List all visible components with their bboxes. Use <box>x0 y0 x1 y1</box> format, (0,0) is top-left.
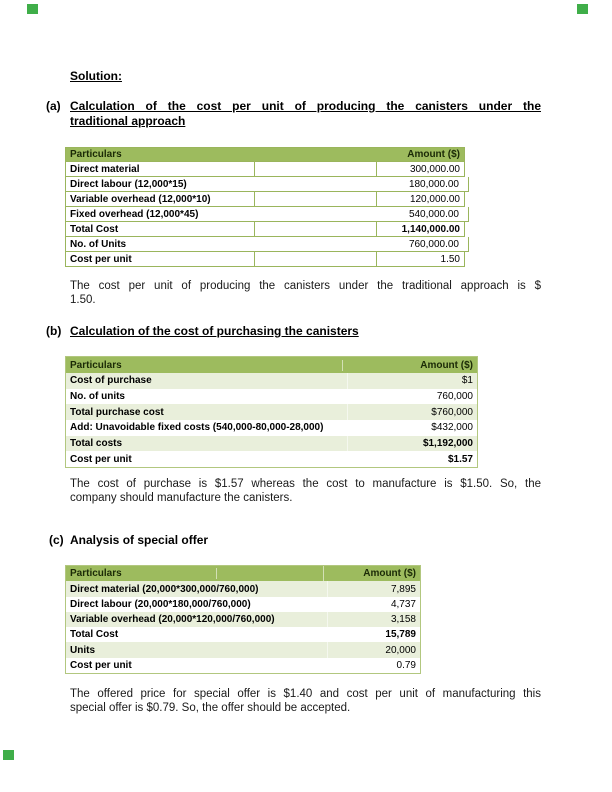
row-amount: $1,192,000 <box>422 437 473 449</box>
row-label: No. of Units <box>70 238 127 250</box>
paragraph-line: The cost of purchase is $1.57 whereas th… <box>70 478 541 490</box>
section-b-title: Calculation of the cost of purchasing th… <box>70 324 359 338</box>
row-amount: 3,158 <box>390 614 416 626</box>
row-amount: 0.79 <box>396 659 416 671</box>
section-a-title-line1: Calculation of the cost per unit of prod… <box>70 99 541 113</box>
section-a-paragraph: The cost per unit of producing the canis… <box>70 279 541 307</box>
row-amount: 760,000 <box>436 390 473 402</box>
row-amount: 15,789 <box>385 629 416 641</box>
row-label: Cost per unit <box>66 657 328 673</box>
row-label: Total purchase cost <box>66 404 348 420</box>
table-b-header-particulars: Particulars <box>66 359 343 371</box>
table-row: No. of Units 760,000.00 <box>65 237 469 252</box>
row-label: Units <box>66 642 328 658</box>
table-row: Variable overhead (12,000*10) 120,000.00 <box>65 192 465 207</box>
table-row: Cost of purchase $1 <box>66 373 477 389</box>
row-label: Total costs <box>66 435 348 452</box>
table-a-header-row: Particulars Amount ($) <box>65 147 465 162</box>
table-row: Cost per unit 0.79 <box>66 657 420 673</box>
table-row: Direct material 300,000.00 <box>65 162 465 177</box>
section-b-index: (b) <box>46 324 62 338</box>
table-row: Variable overhead (20,000*120,000/760,00… <box>66 611 420 628</box>
table-row: Total Cost 15,789 <box>66 627 420 643</box>
row-label: Direct labour (12,000*15) <box>70 178 187 190</box>
section-a-index: (a) <box>46 99 61 113</box>
table-a-header-amount: Amount ($) <box>407 149 460 160</box>
row-spacer-cell <box>255 192 377 206</box>
table-row: Cost per unit $1.57 <box>66 451 477 467</box>
row-amount: 1,140,000.00 <box>401 223 460 235</box>
row-label: Variable overhead (12,000*10) <box>66 192 255 206</box>
table-b-purchase-cost: Particulars Amount ($) Cost of purchase … <box>65 356 478 468</box>
section-c-title: Analysis of special offer <box>70 533 209 547</box>
table-a-header-particulars: Particulars <box>70 149 122 160</box>
row-amount: 120,000.00 <box>409 193 460 205</box>
table-row: Direct labour (20,000*180,000/760,000) 4… <box>66 596 420 612</box>
corner-marker-top-left <box>27 4 38 14</box>
table-row: Units 20,000 <box>66 642 420 658</box>
row-amount: $432,000 <box>431 422 473 434</box>
row-amount: 20,000 <box>385 644 416 656</box>
row-amount: 760,000.00 <box>408 238 459 250</box>
row-label: Cost per unit <box>66 252 255 266</box>
table-b-header-amount: Amount ($) <box>420 359 473 371</box>
table-row: Direct material (20,000*300,000/760,000)… <box>66 581 420 597</box>
corner-marker-top-right <box>577 4 588 14</box>
table-row: Total costs $1,192,000 <box>66 435 477 452</box>
table-row: Cost per unit 1.50 <box>65 252 465 267</box>
row-amount: 4,737 <box>390 598 416 610</box>
solution-heading: Solution: <box>70 69 122 83</box>
table-c-header-row: Particulars Amount ($) <box>66 566 420 582</box>
row-spacer-cell <box>255 222 377 236</box>
paragraph-line: 1.50. <box>70 294 96 306</box>
corner-marker-bottom-left <box>3 750 14 760</box>
row-amount: 1.50 <box>440 253 460 265</box>
row-label: Fixed overhead (12,000*45) <box>70 208 199 220</box>
table-c-special-offer: Particulars Amount ($) Direct material (… <box>65 565 421 674</box>
row-amount: 7,895 <box>390 583 416 595</box>
table-row: No. of units 760,000 <box>66 388 477 405</box>
section-b-paragraph: The cost of purchase is $1.57 whereas th… <box>70 477 541 505</box>
row-label: Cost per unit <box>66 451 348 467</box>
section-c-paragraph: The offered price for special offer is $… <box>70 687 541 715</box>
table-a-traditional-cost: Particulars Amount ($) Direct material 3… <box>65 147 469 267</box>
row-label: Direct labour (20,000*180,000/760,000) <box>66 596 328 612</box>
row-label: Cost of purchase <box>66 373 348 389</box>
row-amount: $1.57 <box>447 453 473 465</box>
row-label: Direct material <box>66 162 255 176</box>
row-label: Variable overhead (20,000*120,000/760,00… <box>66 611 328 628</box>
paragraph-line: special offer is $0.79. So, the offer sh… <box>70 702 351 714</box>
row-label: No. of units <box>66 388 348 405</box>
row-label: Add: Unavoidable fixed costs (540,000-80… <box>66 419 348 436</box>
section-b-heading: (b) Calculation of the cost of purchasin… <box>46 324 541 339</box>
table-row: Add: Unavoidable fixed costs (540,000-80… <box>66 419 477 436</box>
row-label: Total Cost <box>66 627 328 643</box>
section-a-heading: (a) Calculation of the cost per unit of … <box>46 99 541 129</box>
section-c-heading: (c) Analysis of special offer <box>49 533 541 548</box>
row-amount: 300,000.00 <box>409 163 460 175</box>
row-amount: $1 <box>461 375 473 387</box>
paragraph-line: The cost per unit of producing the canis… <box>70 280 541 292</box>
table-c-header-amount: Amount ($) <box>363 568 416 580</box>
row-amount: $760,000 <box>431 406 473 418</box>
row-label: Total Cost <box>66 222 255 236</box>
table-c-header-spacer <box>217 566 324 582</box>
table-c-header-particulars: Particulars <box>66 568 217 580</box>
table-row: Total purchase cost $760,000 <box>66 404 477 420</box>
row-label: Direct material (20,000*300,000/760,000) <box>66 581 328 597</box>
table-row: Total Cost 1,140,000.00 <box>65 222 465 237</box>
section-a-title-line2: traditional approach <box>70 114 186 128</box>
table-row: Fixed overhead (12,000*45) 540,000.00 <box>65 207 469 222</box>
paragraph-line: The offered price for special offer is $… <box>70 688 541 700</box>
row-spacer-cell <box>255 162 377 176</box>
section-c-index: (c) <box>49 533 64 547</box>
row-amount: 180,000.00 <box>408 178 459 190</box>
row-spacer-cell <box>255 252 377 266</box>
row-amount: 540,000.00 <box>408 208 459 220</box>
table-row: Direct labour (12,000*15) 180,000.00 <box>65 177 469 192</box>
paragraph-line: company should manufacture the canisters… <box>70 492 293 504</box>
table-b-header-row: Particulars Amount ($) <box>66 357 477 373</box>
